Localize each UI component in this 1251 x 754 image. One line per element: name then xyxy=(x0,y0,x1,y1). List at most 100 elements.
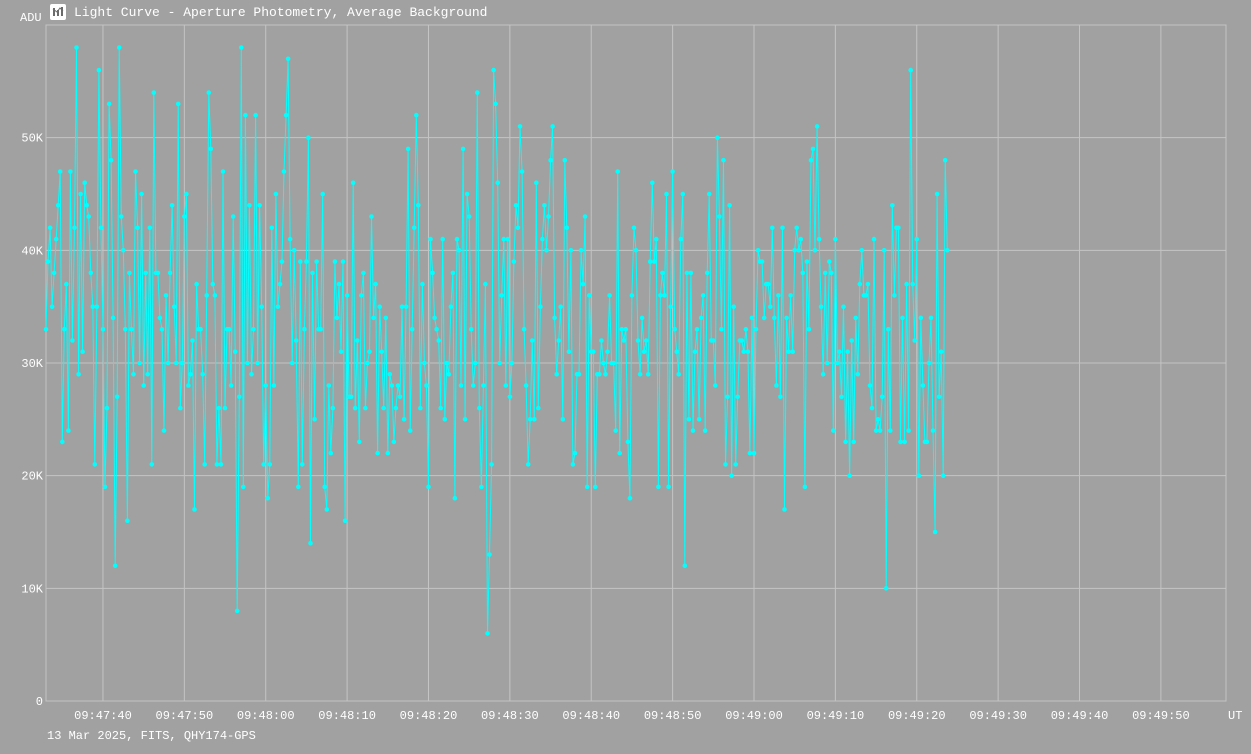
data-point[interactable] xyxy=(371,315,376,321)
data-point[interactable] xyxy=(942,157,948,163)
data-point[interactable] xyxy=(513,203,519,208)
data-point[interactable] xyxy=(768,304,773,310)
data-point[interactable] xyxy=(145,372,150,377)
data-point[interactable] xyxy=(239,45,244,50)
data-point[interactable] xyxy=(86,214,91,219)
data-point[interactable] xyxy=(489,462,494,467)
data-point[interactable] xyxy=(51,270,57,276)
data-point[interactable] xyxy=(159,326,165,332)
data-point[interactable] xyxy=(94,304,100,310)
data-point[interactable] xyxy=(945,248,950,253)
data-point[interactable] xyxy=(253,112,258,118)
data-point[interactable] xyxy=(670,169,675,174)
data-point[interactable] xyxy=(96,67,102,73)
data-point[interactable] xyxy=(348,394,354,400)
data-point[interactable] xyxy=(64,281,69,287)
data-point[interactable] xyxy=(293,338,299,343)
data-point[interactable] xyxy=(377,304,383,310)
data-point[interactable] xyxy=(782,507,787,512)
data-point[interactable] xyxy=(521,326,527,332)
data-point[interactable] xyxy=(499,293,505,298)
data-point[interactable] xyxy=(507,394,513,400)
data-point[interactable] xyxy=(692,349,698,355)
data-point[interactable] xyxy=(788,293,793,298)
data-point[interactable] xyxy=(678,236,684,242)
data-point[interactable] xyxy=(904,281,909,287)
data-point[interactable] xyxy=(216,405,222,411)
data-point[interactable] xyxy=(263,383,269,388)
data-point[interactable] xyxy=(206,90,212,95)
data-point[interactable] xyxy=(259,304,265,310)
data-point[interactable] xyxy=(914,236,920,242)
data-point[interactable] xyxy=(314,259,319,264)
data-point[interactable] xyxy=(641,349,647,355)
data-point[interactable] xyxy=(890,203,895,208)
data-point[interactable] xyxy=(338,349,344,355)
data-point[interactable] xyxy=(635,338,641,343)
data-point[interactable] xyxy=(251,326,256,332)
data-point[interactable] xyxy=(409,326,415,332)
data-point[interactable] xyxy=(824,360,830,366)
data-point[interactable] xyxy=(548,157,553,163)
data-point[interactable] xyxy=(910,281,915,287)
data-point[interactable] xyxy=(82,180,87,185)
data-point[interactable] xyxy=(444,360,450,366)
data-point[interactable] xyxy=(163,293,169,298)
data-point[interactable] xyxy=(442,417,448,422)
data-point[interactable] xyxy=(664,191,669,197)
data-point[interactable] xyxy=(332,259,338,264)
data-point[interactable] xyxy=(700,293,706,298)
data-point[interactable] xyxy=(816,236,822,242)
data-point[interactable] xyxy=(123,326,128,332)
data-point[interactable] xyxy=(391,439,397,445)
data-point[interactable] xyxy=(906,428,911,433)
data-point[interactable] xyxy=(599,338,604,343)
data-point[interactable] xyxy=(790,349,795,355)
data-point[interactable] xyxy=(623,326,629,332)
data-point[interactable] xyxy=(121,248,126,253)
data-point[interactable] xyxy=(586,293,592,298)
data-point[interactable] xyxy=(220,169,226,174)
data-point[interactable] xyxy=(926,360,932,366)
data-point[interactable] xyxy=(853,315,858,321)
data-point[interactable] xyxy=(532,417,537,422)
data-point[interactable] xyxy=(568,248,574,253)
data-point[interactable] xyxy=(544,248,549,253)
data-point[interactable] xyxy=(479,484,484,490)
data-point[interactable] xyxy=(257,203,262,208)
data-point[interactable] xyxy=(271,383,277,388)
data-point[interactable] xyxy=(503,383,509,388)
data-point[interactable] xyxy=(680,191,686,197)
data-point[interactable] xyxy=(110,315,116,321)
data-point[interactable] xyxy=(302,326,307,332)
data-point[interactable] xyxy=(208,146,214,152)
data-point[interactable] xyxy=(637,372,643,377)
data-point[interactable] xyxy=(633,248,639,253)
data-point[interactable] xyxy=(45,259,51,264)
data-point[interactable] xyxy=(104,405,110,411)
data-point[interactable] xyxy=(184,191,189,197)
data-point[interactable] xyxy=(481,383,486,388)
data-point[interactable] xyxy=(385,450,391,456)
data-point[interactable] xyxy=(114,394,120,400)
data-point[interactable] xyxy=(188,372,193,377)
data-point[interactable] xyxy=(483,281,488,287)
data-point[interactable] xyxy=(867,383,873,388)
data-point[interactable] xyxy=(765,281,771,287)
data-point[interactable] xyxy=(381,405,387,411)
data-point[interactable] xyxy=(395,383,401,388)
data-point[interactable] xyxy=(542,203,547,208)
data-point[interactable] xyxy=(796,248,802,253)
data-point[interactable] xyxy=(190,338,195,343)
data-point[interactable] xyxy=(222,405,228,411)
data-point[interactable] xyxy=(613,428,618,433)
data-point[interactable] xyxy=(686,417,692,422)
data-point[interactable] xyxy=(129,326,134,332)
data-point[interactable] xyxy=(247,203,252,208)
data-point[interactable] xyxy=(180,360,185,366)
data-point[interactable] xyxy=(428,236,433,242)
data-point[interactable] xyxy=(173,360,179,366)
data-point[interactable] xyxy=(741,349,747,355)
data-point[interactable] xyxy=(715,135,720,140)
